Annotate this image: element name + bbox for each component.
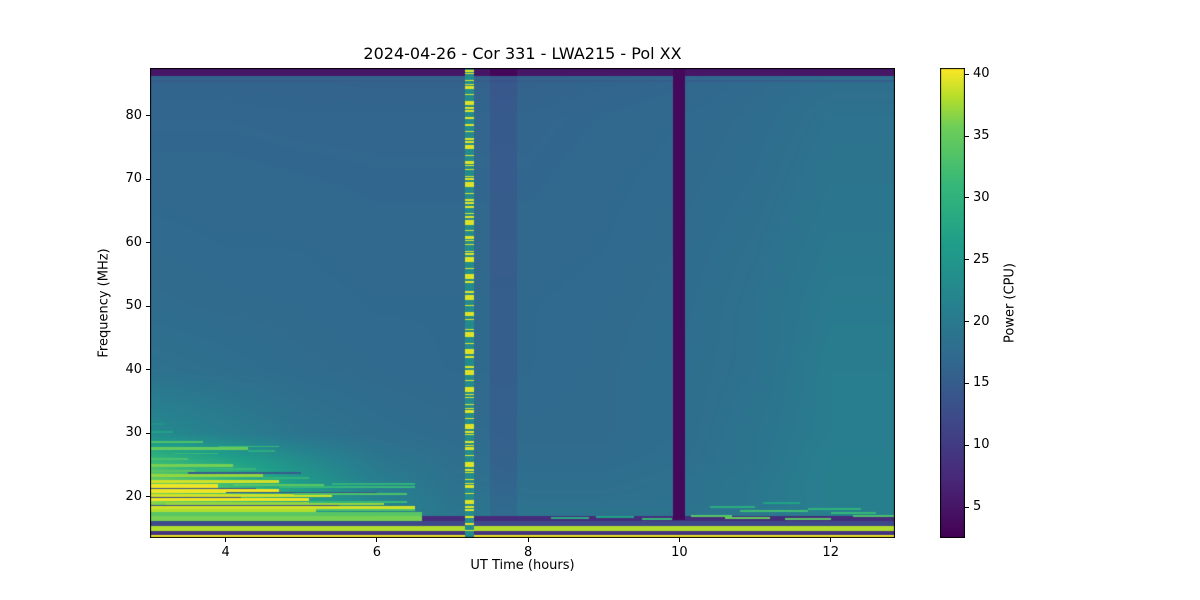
- colorbar: [940, 68, 965, 538]
- y-tick-label: 40: [125, 361, 142, 377]
- colorbar-tick-label: 10: [973, 437, 990, 453]
- y-tick-mark: [146, 178, 150, 180]
- x-tick-mark: [225, 538, 227, 542]
- chart-title: 2024-04-26 - Cor 331 - LWA215 - Pol XX: [363, 44, 682, 63]
- y-tick-mark: [146, 496, 150, 498]
- y-tick-mark: [146, 369, 150, 371]
- colorbar-tick-mark: [965, 259, 969, 261]
- x-tick-label: 6: [372, 545, 382, 560]
- colorbar-tick-mark: [965, 135, 969, 137]
- y-tick-label: 70: [125, 171, 142, 187]
- x-tick-label: 12: [822, 545, 839, 560]
- x-tick-mark: [678, 538, 680, 542]
- colorbar-tick-label: 5: [973, 499, 982, 515]
- x-axis-label: UT Time (hours): [470, 558, 575, 573]
- x-tick-label: 4: [221, 545, 230, 560]
- y-tick-label: 50: [125, 298, 142, 314]
- y-tick-mark: [146, 242, 150, 244]
- y-tick-label: 30: [125, 425, 142, 441]
- y-tick-label: 80: [125, 107, 142, 123]
- y-tick-label: 20: [125, 488, 142, 504]
- colorbar-tick-label: 15: [973, 375, 990, 391]
- colorbar-tick-label: 25: [973, 251, 990, 267]
- spectrogram-canvas: [150, 68, 895, 538]
- x-tick-label: 10: [671, 545, 688, 560]
- colorbar-tick-label: 20: [973, 313, 990, 329]
- x-tick-mark: [376, 538, 378, 542]
- y-tick-mark: [146, 305, 150, 307]
- x-tick-mark: [527, 538, 529, 542]
- x-tick-label: 8: [524, 545, 533, 560]
- colorbar-tick-mark: [965, 444, 969, 446]
- y-tick-label: 60: [125, 234, 142, 250]
- colorbar-tick-label: 40: [973, 66, 990, 82]
- colorbar-tick-mark: [965, 321, 969, 323]
- y-tick-mark: [146, 115, 150, 117]
- colorbar-tick-mark: [965, 382, 969, 384]
- colorbar-tick-mark: [965, 197, 969, 199]
- colorbar-label: Power (CPU): [1002, 262, 1018, 344]
- colorbar-tick-label: 35: [973, 128, 990, 144]
- colorbar-tick-mark: [965, 73, 969, 75]
- colorbar-tick-label: 30: [973, 189, 990, 205]
- x-tick-mark: [830, 538, 832, 542]
- colorbar-tick-mark: [965, 506, 969, 508]
- y-tick-mark: [146, 432, 150, 434]
